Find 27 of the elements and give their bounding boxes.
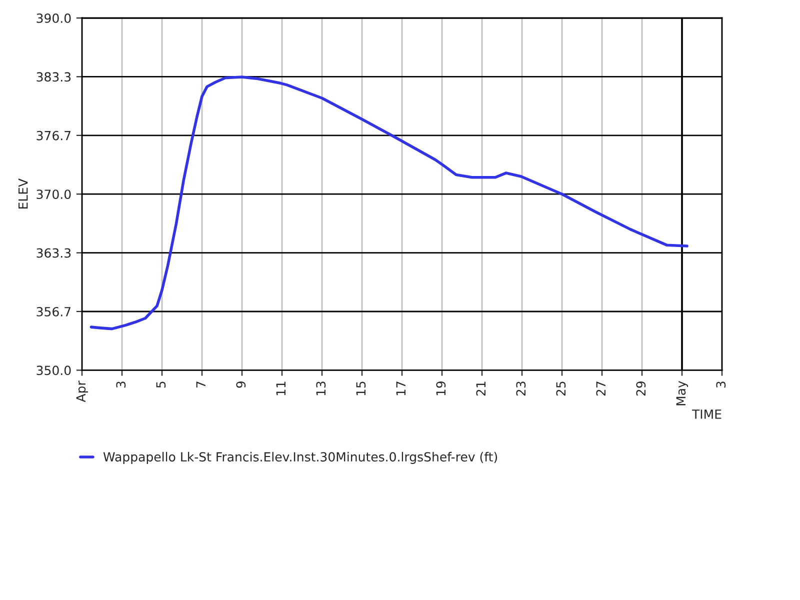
x-tick-label: 7 xyxy=(196,382,206,388)
x-tick-label: Apr xyxy=(76,380,88,402)
y-axis-title: ELEV xyxy=(18,178,28,209)
y-tick-label: 376.7 xyxy=(36,130,71,140)
y-tick-label: 390.0 xyxy=(36,13,71,23)
x-tick-label: 21 xyxy=(476,382,486,396)
x-tick-label: 13 xyxy=(316,382,326,396)
x-tick-label: 11 xyxy=(276,382,286,396)
x-tick-label: 27 xyxy=(596,382,606,396)
x-tick-label: 3 xyxy=(116,382,126,388)
x-tick-label: 9 xyxy=(236,381,246,388)
x-tick-label: 19 xyxy=(436,381,446,396)
y-tick-label: 363.3 xyxy=(36,248,71,258)
y-tick-label: 356.7 xyxy=(36,306,71,316)
y-tick-label: 383.3 xyxy=(36,72,71,82)
x-tick-label: 23 xyxy=(516,382,526,396)
x-tick-label: 5 xyxy=(156,382,166,388)
x-tick-label: 25 xyxy=(556,382,566,396)
x-tick-label: 15 xyxy=(356,382,366,396)
y-tick-label: 370.0 xyxy=(36,190,71,200)
x-tick-label: 17 xyxy=(396,382,406,396)
y-tick-label: 350.0 xyxy=(36,366,71,376)
x-tick-label: 3 xyxy=(716,382,726,388)
x-tick-label: May xyxy=(676,380,688,406)
legend-label: Wappapello Lk-St Francis.Elev.Inst.30Minutes.0.lrgsShef-rev (ft) xyxy=(103,452,498,464)
x-tick-label: 29 xyxy=(636,381,646,396)
x-axis-title: TIME xyxy=(692,410,722,419)
